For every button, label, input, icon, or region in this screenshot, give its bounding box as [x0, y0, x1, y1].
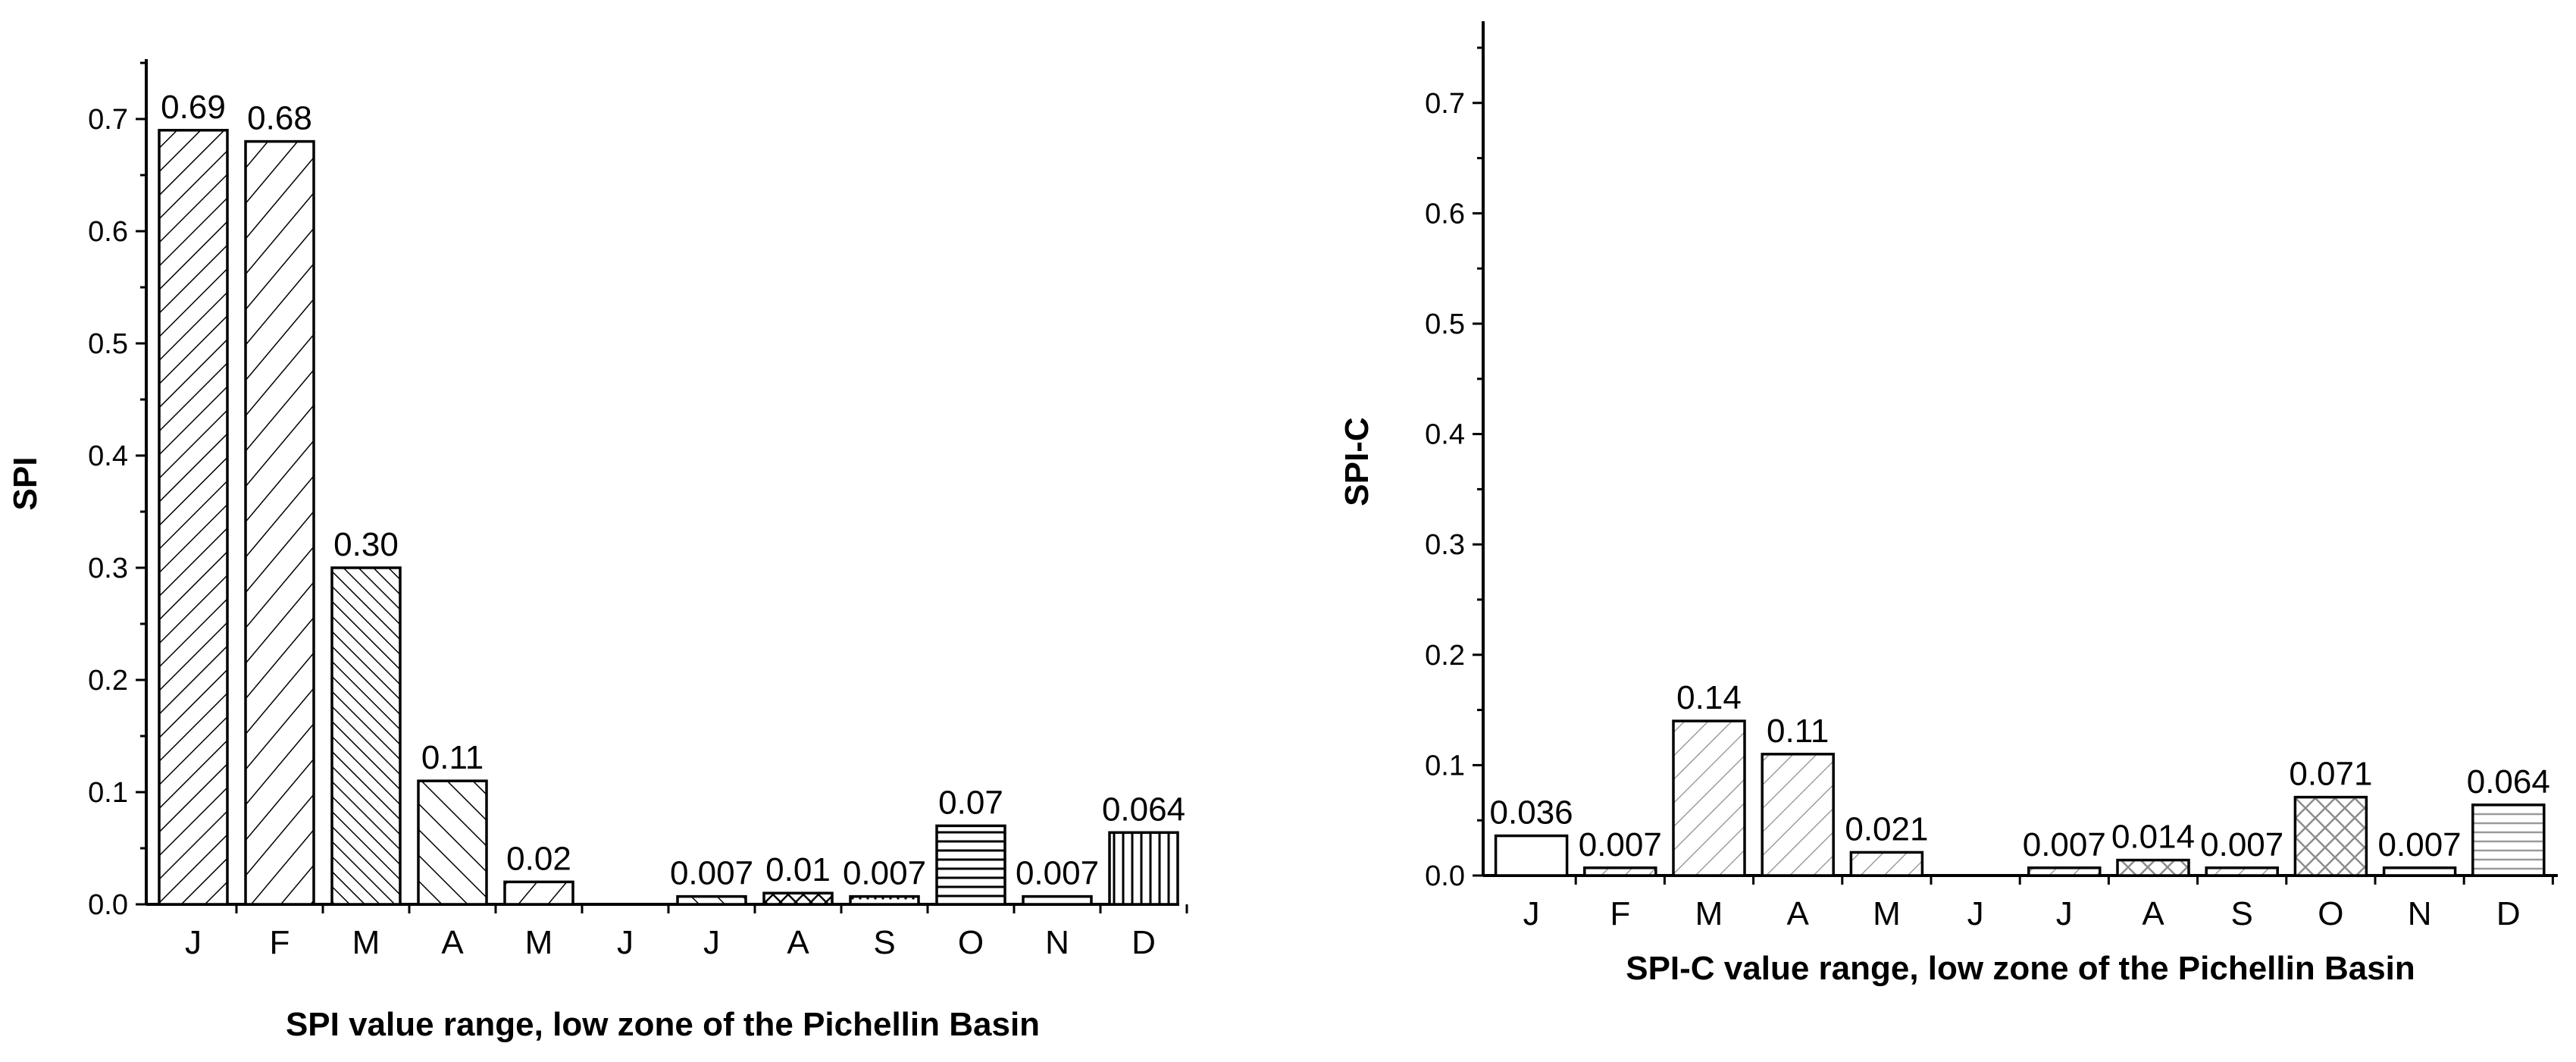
bar-n-10	[2382, 866, 2457, 877]
bar-j-0	[1494, 834, 1569, 877]
category-label: A	[787, 924, 809, 961]
y-tick-label: 0.0	[88, 889, 128, 921]
category-label: F	[1610, 895, 1630, 932]
category-label: J	[2056, 895, 2073, 932]
category-label: O	[2318, 895, 2343, 932]
y-tick-label: 0.6	[1425, 198, 1465, 230]
bar-m-4	[1849, 851, 1924, 877]
bar-m-2	[330, 566, 402, 906]
data-label: 0.014	[2111, 819, 2195, 856]
y-axis-title: SPI-C	[1338, 417, 1376, 506]
y-tick-label: 0.5	[88, 328, 128, 360]
category-label: D	[2496, 895, 2521, 932]
x-axis-title: SPI value range, low zone of the Pichell…	[286, 1006, 1040, 1043]
y-tick-label: 0.3	[88, 553, 128, 584]
bar-m-2	[1672, 719, 1746, 877]
y-tick-label: 0.3	[1425, 529, 1465, 561]
category-label: M	[1873, 895, 1901, 932]
bar-j-0	[158, 129, 229, 906]
bar-a-3	[417, 779, 488, 906]
bar-m-4	[503, 880, 574, 906]
category-label: F	[270, 924, 290, 961]
category-label: J	[1523, 895, 1540, 932]
data-label: 0.007	[1016, 855, 1099, 892]
bar-n-10	[1022, 894, 1093, 906]
y-tick-label: 0.2	[1425, 640, 1465, 672]
data-label: 0.007	[1579, 826, 1662, 863]
category-label: J	[703, 924, 720, 961]
y-tick-label: 0.1	[88, 777, 128, 809]
data-label: 0.69	[161, 89, 226, 126]
category-label: A	[441, 924, 464, 961]
data-label: 0.14	[1676, 679, 1742, 716]
category-label: N	[2408, 895, 2432, 932]
data-label: 0.007	[843, 855, 926, 892]
data-label: 0.07	[938, 784, 1003, 821]
data-label: 0.02	[506, 840, 571, 877]
data-label: 0.007	[670, 855, 753, 892]
y-tick-label: 0.7	[1425, 88, 1465, 120]
spi-c-chart: 0.0 0.1 0.2 0.3 0.4 0.5 0.6 0.7 0.036 J 0.007 F 0.14…	[1338, 21, 2558, 987]
data-label: 0.11	[1767, 713, 1829, 750]
category-label: O	[958, 924, 984, 961]
data-label: 0.071	[2289, 756, 2372, 793]
data-label: 0.064	[1102, 791, 1185, 828]
bar-o-9	[935, 824, 1006, 906]
category-label: A	[2142, 895, 2164, 932]
bar-a-3	[1761, 753, 1835, 877]
category-label: J	[185, 924, 202, 961]
bar-j-6	[2027, 866, 2102, 877]
bar-d-11	[2471, 804, 2546, 877]
category-label: D	[1131, 924, 1156, 961]
data-label: 0.007	[2200, 826, 2283, 863]
data-label: 0.30	[333, 526, 399, 563]
y-tick-label: 0.2	[88, 665, 128, 697]
bar-a-7	[762, 891, 834, 906]
bar-s-8	[2205, 866, 2279, 877]
category-label: J	[1967, 895, 1984, 932]
bar-s-8	[849, 894, 920, 906]
data-label: 0.007	[2378, 826, 2462, 863]
bar-d-11	[1108, 831, 1179, 906]
bar-a-7	[2116, 858, 2190, 877]
y-tick-label: 0.4	[88, 440, 128, 472]
data-label: 0.064	[2467, 763, 2550, 800]
category-label: N	[1045, 924, 1069, 961]
category-label: M	[352, 924, 380, 961]
x-axis-title: SPI-C value range, low zone of the Piche…	[1626, 950, 2415, 987]
category-label: J	[617, 924, 634, 961]
data-label: 0.021	[1845, 810, 1928, 847]
y-tick-label: 0.1	[1425, 750, 1465, 782]
y-axis-title: SPI	[7, 457, 44, 511]
bar-f-1	[1583, 866, 1657, 877]
data-label: 0.68	[247, 100, 312, 137]
data-label: 0.11	[421, 739, 484, 776]
data-label: 0.01	[765, 851, 831, 888]
data-label: 0.036	[1490, 794, 1573, 832]
category-label: A	[1787, 895, 1810, 932]
bar-j-6	[676, 894, 747, 906]
y-tick-label: 0.4	[1425, 419, 1465, 451]
y-tick-label: 0.0	[1425, 860, 1465, 892]
category-label: M	[1695, 895, 1723, 932]
y-tick-label: 0.5	[1425, 309, 1465, 340]
y-tick-label: 0.7	[88, 104, 128, 136]
category-label: M	[525, 924, 553, 961]
category-label: S	[2231, 895, 2253, 932]
spi-chart: 0.0 0.1 0.2 0.3 0.4 0.5 0.6 0.7 0.69 J 0.68 F 0.30 M 0…	[7, 59, 1188, 1043]
y-tick-label: 0.6	[88, 216, 128, 248]
bar-o-9	[2293, 795, 2368, 877]
bar-f-1	[244, 139, 315, 906]
data-label: 0.007	[2023, 826, 2106, 863]
category-label: S	[873, 924, 895, 961]
